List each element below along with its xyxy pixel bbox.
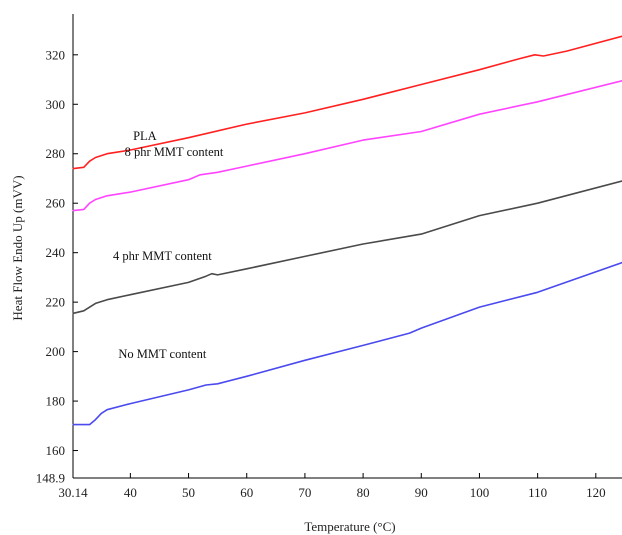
x-tick-label-4: 70: [298, 485, 311, 500]
y-tick-label-7: 280: [46, 146, 66, 161]
series-line-no-mmt-content: [72, 261, 622, 426]
x-tick-label-0: 30.14: [58, 485, 88, 500]
series-line-pla: [72, 35, 622, 170]
x-tick-label-9: 120: [586, 485, 606, 500]
series-line-4-phr-mmt-content: [72, 180, 622, 315]
x-tick-label-7: 100: [470, 485, 490, 500]
series-line-8-phr-mmt-content: [72, 80, 622, 212]
y-tick-label-5: 240: [46, 245, 66, 260]
x-tick-label-8: 110: [528, 485, 547, 500]
y-axis-title: Heat Flow Endo Up (mVV): [10, 175, 25, 320]
y-tick-label-3: 200: [46, 344, 66, 359]
y-tick-label-8: 300: [46, 97, 66, 112]
y-tick-label-1: 160: [46, 443, 66, 458]
series-label-2: 4 phr MMT content: [113, 249, 212, 263]
x-tick-label-6: 90: [415, 485, 428, 500]
y-tick-label-6: 260: [46, 196, 66, 211]
x-axis-title: Temperature (°C): [304, 519, 395, 534]
x-tick-label-3: 60: [240, 485, 253, 500]
x-tick-label-2: 50: [182, 485, 195, 500]
series-label-3: No MMT content: [118, 347, 206, 361]
series-label-0: PLA: [133, 129, 157, 143]
y-tick-label-0: 148.9: [36, 471, 65, 486]
x-tick-label-1: 40: [124, 485, 137, 500]
y-tick-label-2: 180: [46, 394, 66, 409]
series-label-1: 8 phr MMT content: [125, 145, 224, 159]
y-tick-label-9: 320: [46, 47, 66, 62]
x-tick-label-5: 80: [357, 485, 370, 500]
y-tick-label-4: 220: [46, 295, 66, 310]
